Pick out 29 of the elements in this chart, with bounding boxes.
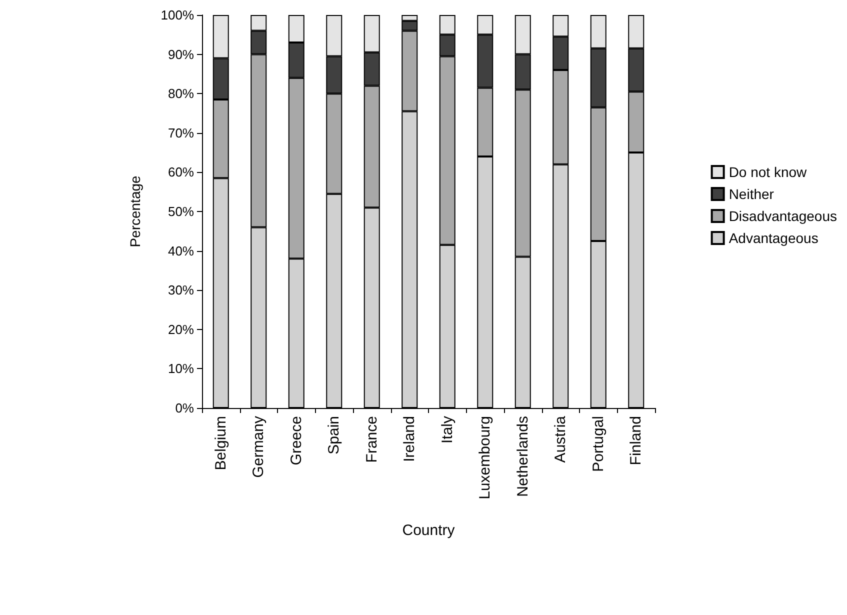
y-tick-label: 70% bbox=[168, 125, 194, 140]
y-tick-label: 60% bbox=[168, 164, 194, 180]
x-tick-label: Ireland bbox=[401, 416, 418, 462]
y-tick-label: 80% bbox=[168, 86, 194, 102]
y-tick-label: 100% bbox=[160, 8, 194, 22]
y-tick-label: 20% bbox=[168, 322, 194, 337]
x-tick-label: Greece bbox=[288, 416, 305, 466]
x-tick-label: Luxembourg bbox=[476, 416, 494, 500]
x-tick-label: Austria bbox=[552, 415, 570, 463]
x-tick-label: Belgium bbox=[212, 416, 230, 470]
legend-label: Neither bbox=[728, 186, 774, 202]
legend-label: Disadvantageous bbox=[728, 208, 837, 224]
y-tick-label: 30% bbox=[168, 282, 194, 298]
x-tick-label: Germany bbox=[250, 416, 268, 478]
x-axis-title: Country bbox=[402, 522, 456, 539]
y-axis-title: Percentage bbox=[127, 175, 143, 248]
x-tick-label: Netherlands bbox=[514, 416, 532, 497]
x-tick-label: France bbox=[363, 416, 380, 463]
x-tick-label: Italy bbox=[438, 416, 456, 444]
legend-label: Advantageous bbox=[728, 230, 818, 246]
y-tick-label: 10% bbox=[168, 361, 194, 376]
x-tick-label: Spain bbox=[326, 416, 343, 454]
x-tick-label: Finland bbox=[628, 416, 645, 466]
y-tick-label: 0% bbox=[175, 400, 194, 416]
y-tick-label: 50% bbox=[168, 204, 194, 219]
y-tick-label: 40% bbox=[168, 243, 194, 258]
legend-label: Do not know bbox=[728, 164, 808, 180]
y-tick-label: 90% bbox=[168, 46, 194, 62]
x-tick-label: Portugal bbox=[590, 416, 607, 472]
